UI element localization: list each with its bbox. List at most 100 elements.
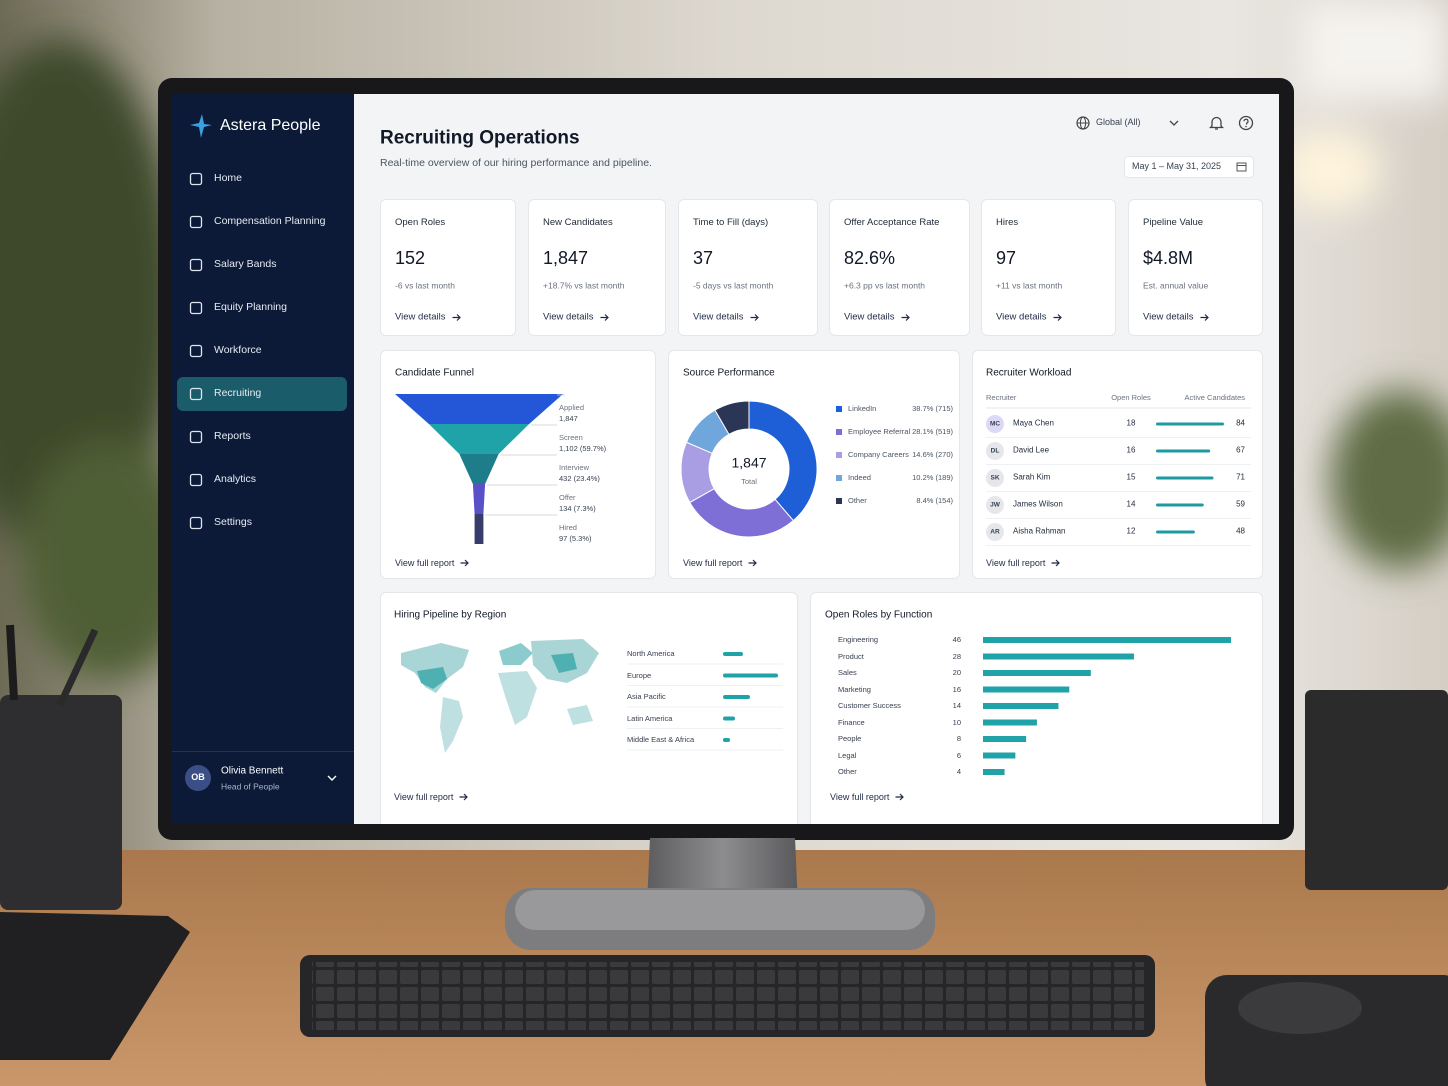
user-menu-chevron[interactable] (327, 774, 337, 782)
function-label: Engineering (838, 634, 879, 644)
kpi-card: Open Roles 152 -6 vs last month View detail… (380, 199, 516, 336)
funnel-stage-name: Screen (559, 432, 583, 442)
dropdown-chevron[interactable] (1169, 119, 1179, 127)
avatar (986, 442, 1004, 460)
kpi-value: 37 (693, 248, 714, 269)
link-text[interactable]: View details (543, 311, 594, 323)
nav-item[interactable]: Settings (214, 516, 252, 529)
map-region (498, 671, 537, 725)
link-text[interactable]: View full report (683, 558, 743, 568)
function-label: Product (838, 651, 864, 661)
link[interactable]: View full report (986, 558, 1061, 568)
workload-panel: Recruiter Workload Recruiter Open Roles Act… (972, 350, 1263, 579)
legend-swatch (836, 429, 842, 435)
user-avatar (185, 765, 211, 791)
user-role: Head of People (221, 781, 280, 792)
nav-item[interactable]: Salary Bands (214, 258, 277, 271)
panel-title: Recruiter Workload (986, 367, 1072, 379)
kpi-label: Open Roles (395, 216, 446, 228)
donut-total-label: Total (741, 476, 757, 486)
screen: Astera People Home Compensation Planning Sa… (172, 94, 1279, 824)
function-value: 8 (956, 733, 961, 743)
link-text[interactable]: View details (693, 311, 744, 323)
funnel-stage-name: Hired (559, 522, 577, 532)
link[interactable]: View details (693, 312, 759, 323)
date-range[interactable]: May 1 – May 31, 2025 (1132, 161, 1222, 172)
avatar-initials: SK (990, 474, 1000, 482)
funnel-stage-value: 432 (23.4%) (559, 473, 600, 483)
function-label: Other (838, 766, 857, 776)
funnel-panel: Candidate Funnel Applied 1,847 Screen 1,102 … (380, 350, 656, 579)
kpi-label: Hires (996, 216, 1019, 228)
nav-item[interactable]: Home (214, 172, 243, 185)
candidate-bar (1156, 476, 1214, 480)
arrow-icon (901, 313, 910, 321)
function-value: 14 (952, 700, 961, 710)
region-label: Asia Pacific (627, 691, 666, 701)
nav-item[interactable]: Workforce (214, 344, 262, 357)
help-icon[interactable] (1238, 115, 1254, 131)
link[interactable]: View details (844, 312, 910, 323)
date-picker[interactable] (1124, 156, 1254, 178)
region-bar (723, 716, 735, 721)
link[interactable]: View full report (830, 792, 905, 802)
link[interactable]: View details (395, 312, 461, 323)
arrow-icon (459, 793, 469, 801)
link[interactable]: View details (996, 312, 1062, 323)
link-text[interactable]: View full report (395, 558, 455, 568)
link[interactable]: View details (1143, 312, 1209, 323)
bell-icon[interactable] (1209, 115, 1224, 131)
nav-item[interactable]: Reports (214, 430, 251, 443)
kpi-card: Pipeline Value $4.8M Est. annual value View… (1128, 199, 1263, 336)
kpi-card: Offer Acceptance Rate 82.6% +6.3 pp vs las… (829, 199, 970, 336)
avatar-initials: JW (990, 501, 1000, 509)
link-text[interactable]: View full report (830, 792, 890, 802)
link[interactable]: View full report (683, 558, 758, 568)
nav-active[interactable] (177, 377, 347, 411)
function-label: Sales (838, 667, 857, 677)
link[interactable]: View full report (394, 792, 469, 802)
function-label: People (838, 733, 862, 743)
link[interactable]: View full report (395, 558, 470, 568)
nav-item[interactable]: Compensation Planning (214, 215, 326, 228)
map-region (499, 643, 533, 665)
recruiter-name: Sarah Kim (1013, 472, 1051, 482)
link-text[interactable]: View details (395, 311, 446, 323)
arrow-icon (1200, 313, 1209, 321)
link-text[interactable]: View details (1143, 311, 1194, 323)
active-candidates: 84 (1236, 418, 1245, 428)
legend-value: 38.7% (715) (912, 403, 953, 413)
globe-icon (1076, 116, 1090, 130)
avatar-initials: MC (989, 420, 1001, 428)
nav-item[interactable]: Recruiting (214, 387, 262, 400)
panel-title: Source Performance (683, 367, 775, 379)
active-candidates: 71 (1236, 472, 1245, 482)
function-value: 6 (956, 750, 961, 760)
link-text[interactable]: View details (996, 311, 1047, 323)
arrow-icon (748, 559, 758, 567)
avatar (986, 496, 1004, 514)
kpi-note: -6 vs last month (395, 280, 455, 291)
funnel-stage (472, 484, 486, 514)
funnel-stage-name: Offer (559, 492, 576, 502)
region-filter[interactable]: Global (All) (1096, 117, 1141, 128)
funnel-stage-value: 97 (5.3%) (559, 533, 592, 543)
nav-item[interactable]: Equity Planning (214, 301, 287, 314)
map-region (551, 653, 577, 673)
active-candidates: 59 (1236, 499, 1245, 509)
link-text[interactable]: View full report (986, 558, 1046, 568)
function-label: Customer Success (838, 700, 901, 710)
arrow-icon (895, 793, 905, 801)
function-panel: Open Roles by Function Engineering 46 Produ… (810, 592, 1263, 824)
kpi-note: +11 vs last month (996, 280, 1063, 291)
legend-swatch (836, 452, 842, 458)
link-text[interactable]: View full report (394, 792, 454, 802)
link[interactable]: View details (543, 312, 609, 323)
region-panel: Hiring Pipeline by Region North America Eu… (380, 592, 798, 824)
link-text[interactable]: View details (844, 311, 895, 323)
funnel-stage (395, 394, 563, 424)
function-bar (983, 653, 1134, 660)
user-initials: OB (191, 772, 205, 783)
nav-item[interactable]: Analytics (214, 473, 257, 486)
